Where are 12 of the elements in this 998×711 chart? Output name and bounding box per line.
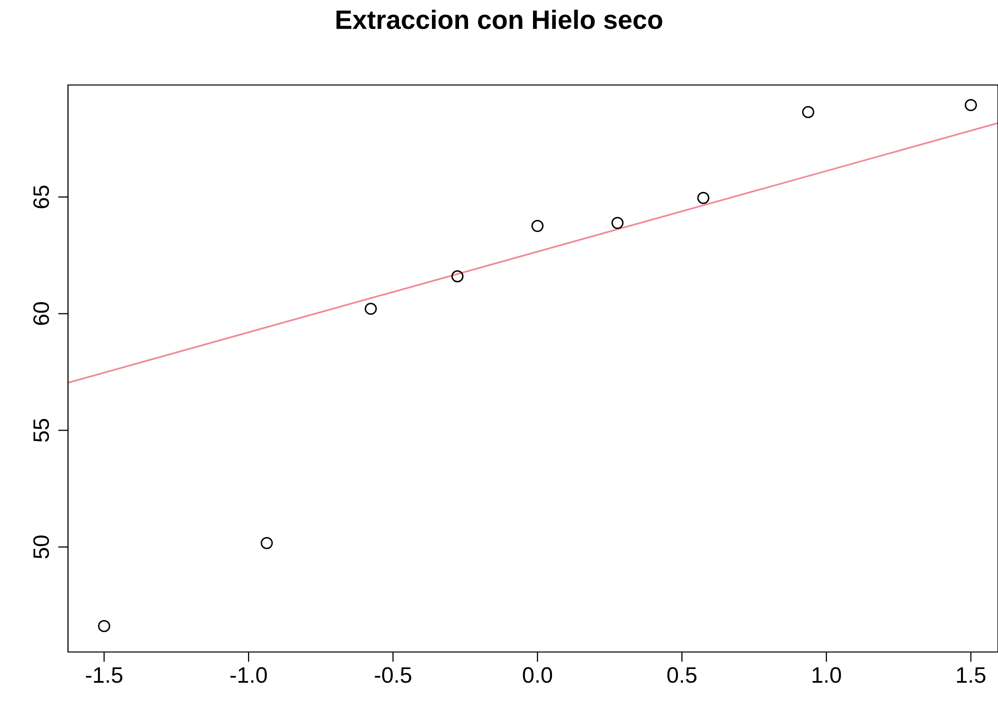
- y-tick-label: 50: [33, 536, 50, 558]
- x-tick-label: -1.0: [230, 667, 267, 683]
- x-tick-label: 1.5: [957, 667, 986, 683]
- y-tick-label: 60: [33, 302, 50, 325]
- x-tick-label: 0.5: [667, 667, 696, 683]
- chart-title: Extraccion con Hielo seco: [336, 10, 662, 30]
- x-tick-label: 0.0: [522, 667, 552, 683]
- y-tick-label: 55: [34, 418, 50, 442]
- x-tick-label: -1.5: [86, 667, 122, 683]
- x-tick-label: 1.0: [812, 667, 841, 683]
- y-tick-label: 65: [33, 186, 50, 208]
- x-tick-label: -0.5: [374, 667, 412, 683]
